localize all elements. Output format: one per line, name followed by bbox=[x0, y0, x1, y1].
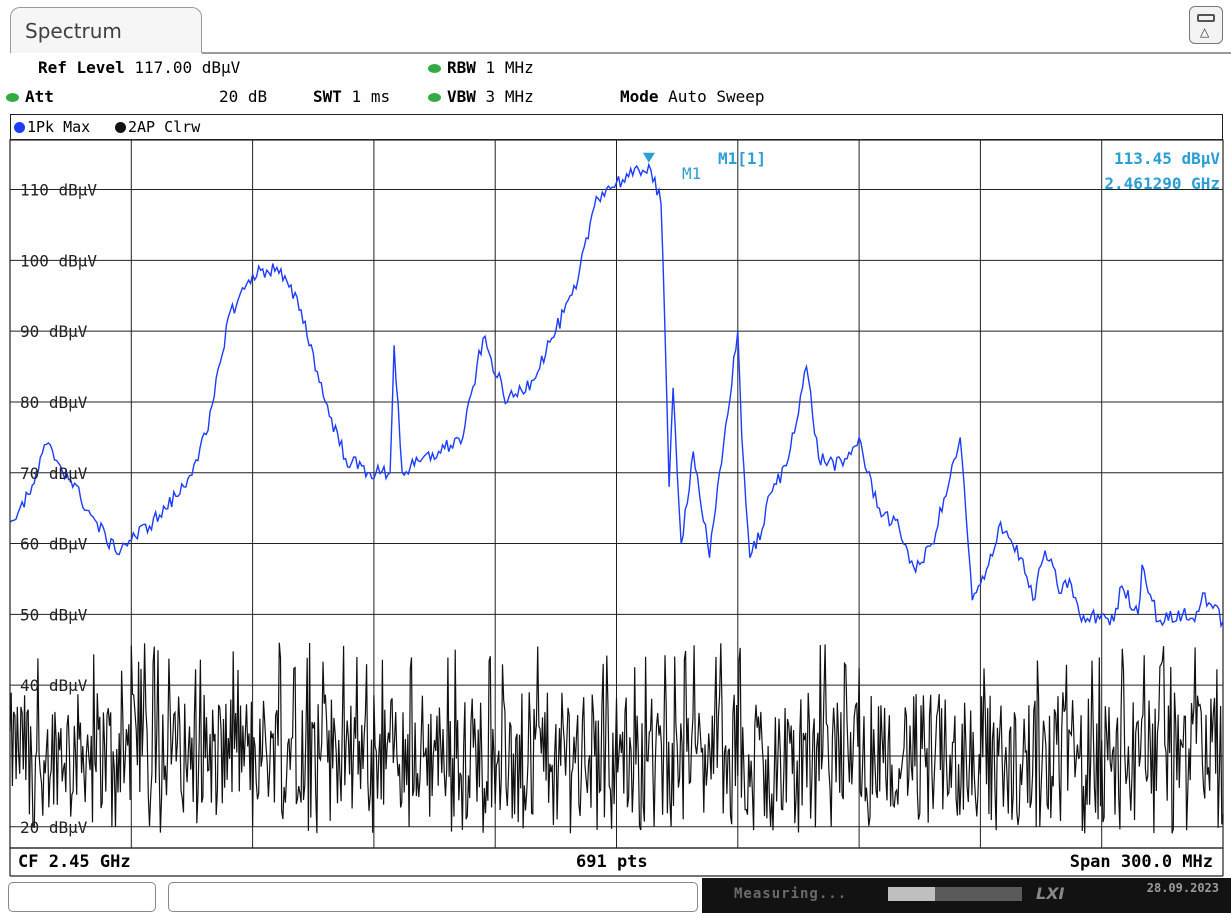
mode-label: Mode bbox=[620, 87, 659, 106]
swt-row: SWT 1 ms bbox=[313, 87, 390, 106]
swt-label: SWT bbox=[313, 87, 342, 106]
instrument-status: Measuring... LXI 28.09.2023 bbox=[702, 878, 1231, 913]
y-tick-label: 40 dBµV bbox=[20, 676, 88, 695]
y-tick-label: 90 dBµV bbox=[20, 322, 88, 341]
ref-level-value: 117.00 dBµV bbox=[134, 58, 241, 77]
marker-group[interactable]: M1[1] M1 113.45 dBµV 2.461290 GHz bbox=[642, 149, 1221, 193]
y-tick-labels: 110 dBµV 100 dBµV 90 dBµV 80 dBµV 70 dBµV 60 … bbox=[20, 181, 97, 837]
points-count: 691 pts bbox=[576, 852, 648, 872]
span-value: Span 300.0 MHz bbox=[1069, 852, 1213, 872]
vbw-label: VBW bbox=[447, 87, 476, 106]
marker-triangle-icon bbox=[642, 152, 655, 163]
trace1-line bbox=[9, 162, 1224, 629]
status-message-field bbox=[168, 882, 698, 912]
trace2-line bbox=[9, 642, 1224, 834]
y-tick-label: 80 dBµV bbox=[20, 393, 88, 412]
y-tick-label: 50 dBµV bbox=[20, 605, 88, 624]
marker-level: 113.45 dBµV bbox=[1114, 149, 1220, 168]
spectrum-tab-label: Spectrum bbox=[25, 19, 122, 43]
rbw-status-icon bbox=[428, 64, 441, 73]
trace1-legend-label: 1Pk Max bbox=[27, 118, 91, 136]
sweep-progress-bar bbox=[888, 887, 1022, 901]
att-value: 20 dB bbox=[219, 87, 268, 106]
marker-freq: 2.461290 GHz bbox=[1104, 174, 1220, 193]
sweep-progress-fill bbox=[888, 887, 935, 901]
y-tick-label: 100 dBµV bbox=[20, 251, 97, 270]
vbw-row: VBW 3 MHz bbox=[428, 87, 534, 106]
swt-value: 1 ms bbox=[351, 87, 391, 106]
mode-row: Mode Auto Sweep bbox=[620, 87, 765, 106]
ref-level-row: Ref Level 117.00 dBµV bbox=[38, 58, 240, 77]
y-tick-label: 60 dBµV bbox=[20, 535, 88, 554]
trace2-legend-item[interactable]: 2AP Clrw bbox=[115, 118, 200, 136]
y-tick-label: 20 dBµV bbox=[20, 818, 88, 837]
y-tick-label: 70 dBµV bbox=[20, 464, 88, 483]
trace2-dot-icon bbox=[115, 122, 126, 133]
display-layout-button[interactable]: △ bbox=[1189, 6, 1223, 44]
trace1-legend-item[interactable]: 1Pk Max bbox=[14, 118, 90, 136]
tab-rule bbox=[202, 52, 1231, 54]
rbw-value: 1 MHz bbox=[485, 58, 534, 77]
status-bar: Measuring... LXI 28.09.2023 bbox=[0, 878, 1231, 913]
trace2-legend-label: 2AP Clrw bbox=[128, 118, 201, 136]
ref-level-label: Ref Level bbox=[38, 58, 125, 77]
marker-title: M1[1] bbox=[718, 149, 766, 168]
rbw-label: RBW bbox=[447, 58, 476, 77]
window-icon bbox=[1197, 14, 1215, 22]
rbw-row: RBW 1 MHz bbox=[428, 58, 534, 77]
center-frequency: CF 2.45 GHz bbox=[18, 852, 131, 872]
softkey-left[interactable] bbox=[8, 882, 156, 912]
trace1-dot-icon bbox=[14, 122, 25, 133]
vbw-status-icon bbox=[428, 93, 441, 102]
trace2-group bbox=[9, 642, 1224, 834]
att-label: Att bbox=[25, 87, 54, 106]
delta-icon: △ bbox=[1200, 25, 1210, 39]
status-date: 28.09.2023 bbox=[1146, 881, 1219, 895]
lxi-logo: LXI bbox=[1036, 884, 1065, 903]
marker-name: M1 bbox=[682, 164, 701, 183]
trace1-group bbox=[9, 162, 1224, 629]
measuring-status: Measuring... bbox=[734, 886, 848, 902]
y-tick-label: 110 dBµV bbox=[20, 181, 97, 200]
mode-value: Auto Sweep bbox=[668, 87, 765, 106]
vbw-value: 3 MHz bbox=[485, 87, 534, 106]
att-row: Att bbox=[6, 87, 54, 106]
spectrum-tab[interactable]: Spectrum bbox=[10, 7, 202, 53]
att-status-icon bbox=[6, 93, 19, 102]
